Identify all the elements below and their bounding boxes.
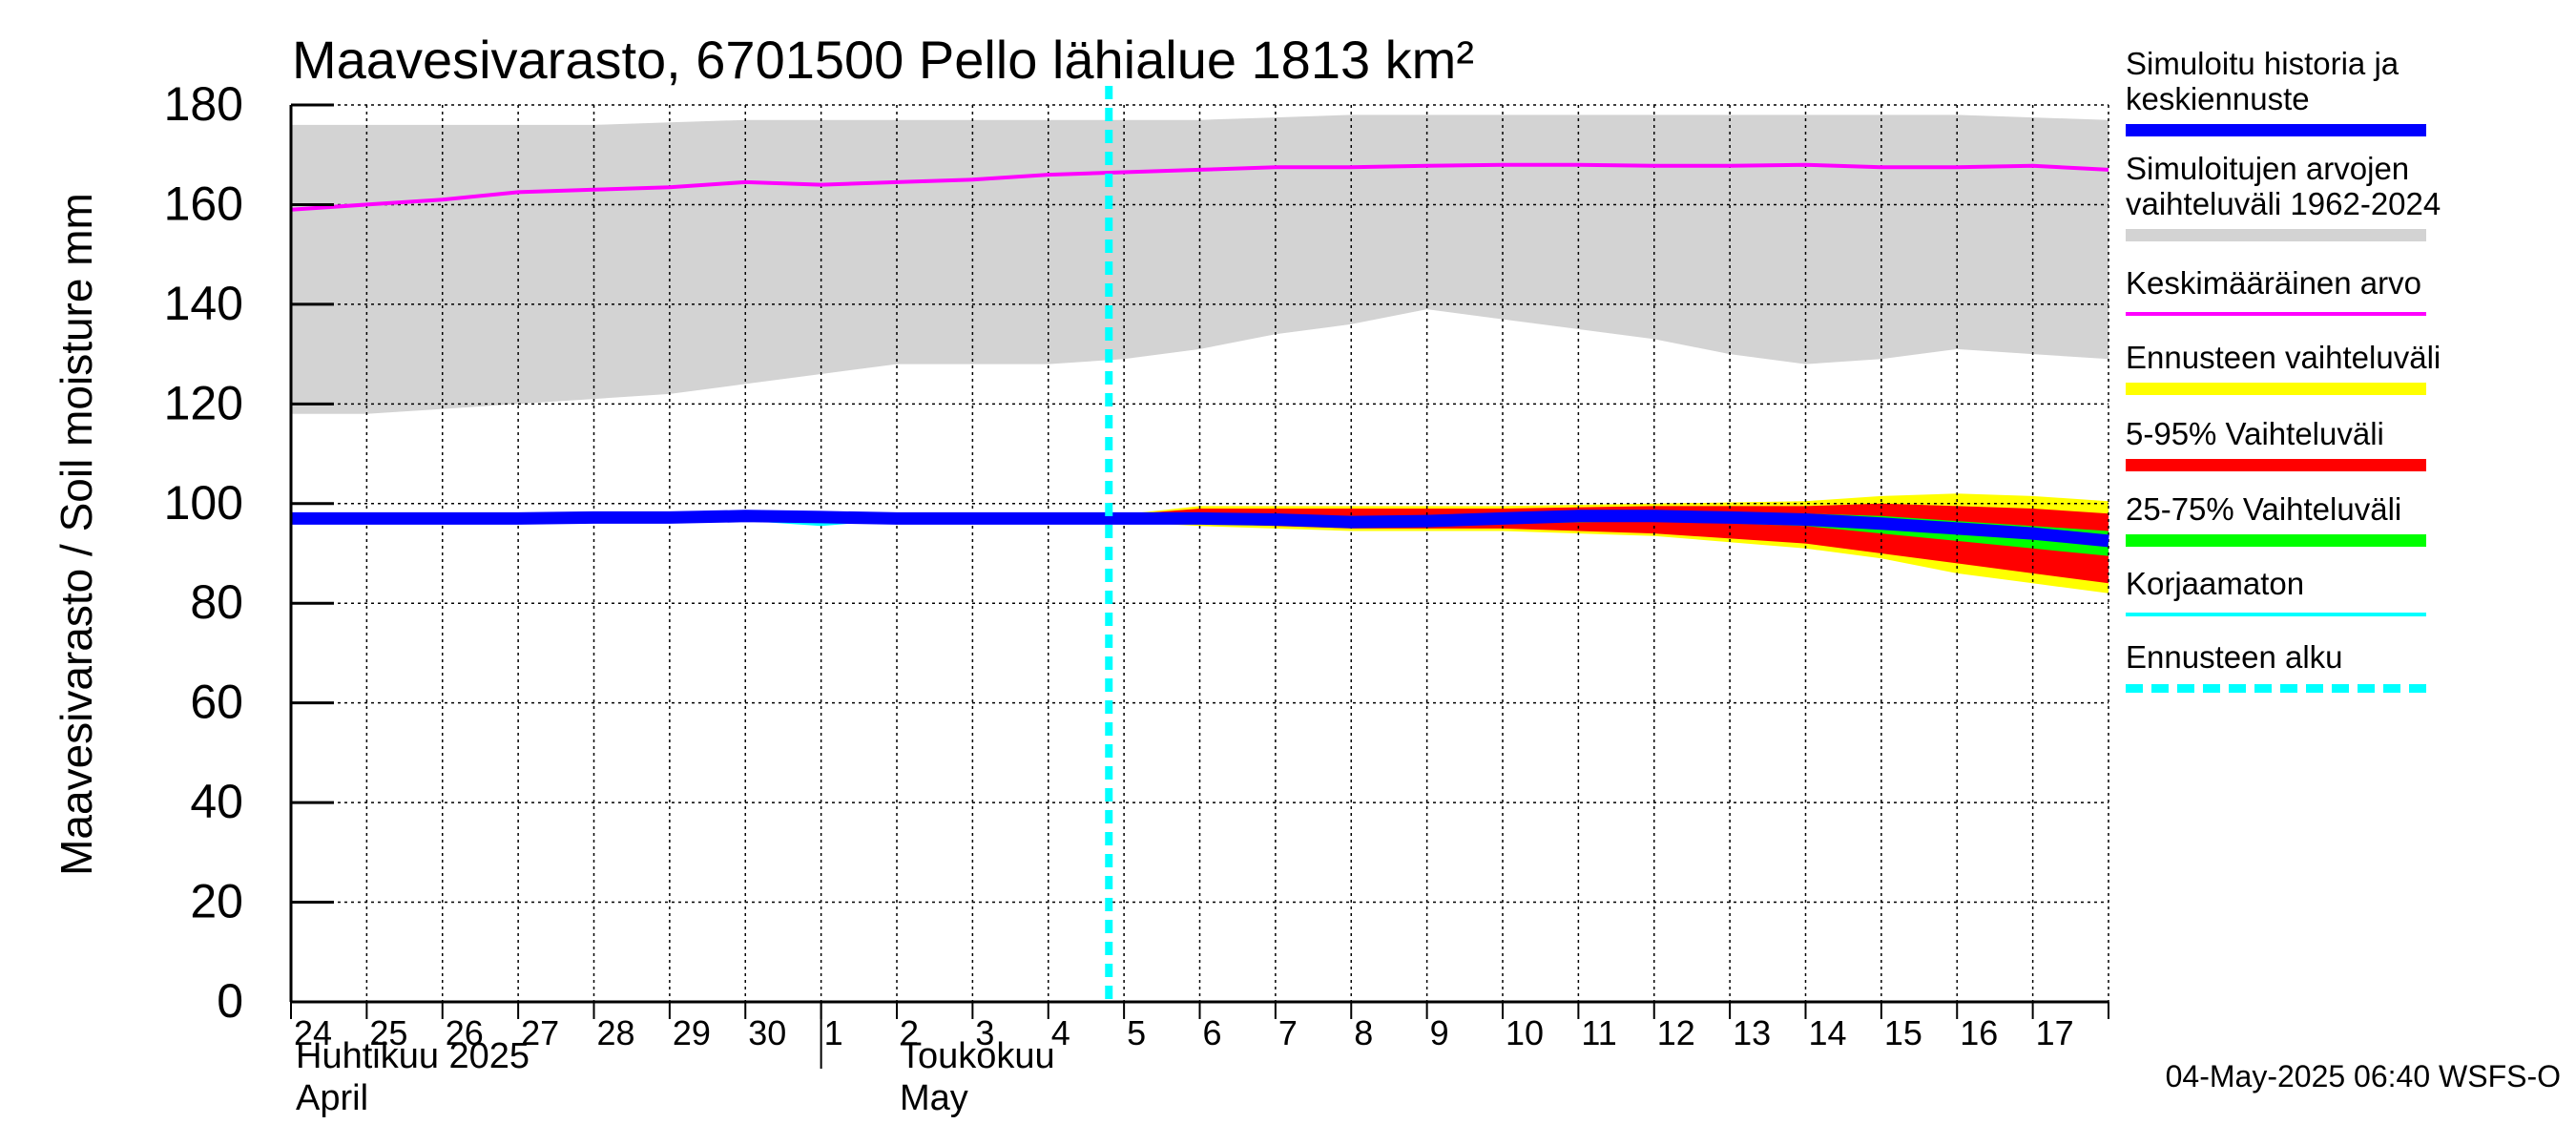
x-tick-label: 4 [1051, 1013, 1070, 1052]
y-tick-label: 100 [164, 476, 243, 530]
simulated-line [291, 510, 2109, 548]
legend-item: Ennusteen alku [2126, 639, 2426, 693]
y-tick-label: 160 [164, 177, 243, 230]
x-tick-label: 25 [369, 1013, 407, 1052]
legend-item: Keskimääräinen arvo [2126, 265, 2426, 316]
legend-item: Korjaamaton [2126, 566, 2426, 616]
month-label-april-en: April [296, 1078, 369, 1118]
month-label-may-fi: Toukokuu [900, 1036, 1055, 1076]
legend-item: Ennusteen vaihteluväli [2126, 340, 2441, 395]
y-tick-label: 180 [164, 77, 243, 131]
legend-label: Simuloitu historia ja keskiennuste [2126, 46, 2399, 116]
x-tick-label: 12 [1657, 1013, 1695, 1052]
y-tick-label: 60 [190, 676, 243, 729]
x-tick-label: 10 [1506, 1013, 1544, 1052]
y-tick-label: 80 [190, 575, 243, 629]
y-tick-label: 0 [217, 974, 243, 1028]
month-label-may-en: May [900, 1078, 968, 1118]
x-tick-label: 3 [975, 1013, 994, 1052]
x-tick-label: 24 [294, 1013, 332, 1052]
month-label-april-fi: Huhtikuu 2025 [296, 1036, 530, 1076]
x-tick-label: 28 [597, 1013, 635, 1052]
x-tick-label: 6 [1203, 1013, 1222, 1052]
legend-swatch [2126, 124, 2426, 136]
x-tick-label: 5 [1127, 1013, 1146, 1052]
legend-swatch [2126, 459, 2426, 471]
x-tick-label: 15 [1884, 1013, 1922, 1052]
x-tick-label: 13 [1733, 1013, 1771, 1052]
x-tick-label: 14 [1809, 1013, 1847, 1052]
legend-label: Ennusteen vaihteluväli [2126, 340, 2441, 375]
legend-swatch [2126, 229, 2426, 241]
legend-item: 5-95% Vaihteluväli [2126, 416, 2426, 471]
y-axis-label: Maavesivarasto / Soil moisture mm [52, 193, 101, 876]
x-tick-label: 2 [900, 1013, 919, 1052]
x-tick-label: 11 [1581, 1013, 1616, 1052]
y-tick-label: 140 [164, 277, 243, 330]
legend-swatch [2126, 383, 2426, 395]
legend-label: 25-75% Vaihteluväli [2126, 491, 2402, 527]
chart-title: Maavesivarasto, 6701500 Pello lähialue 1… [292, 30, 1474, 90]
x-tick-label: 9 [1430, 1013, 1449, 1052]
y-tick-label: 120 [164, 376, 243, 429]
legend-item: Simuloitu historia ja keskiennuste [2126, 46, 2426, 136]
legend-swatch [2126, 312, 2426, 316]
legend-item: Simuloitujen arvojen vaihteluväli 1962-2… [2126, 151, 2441, 241]
x-tick-label: 7 [1278, 1013, 1298, 1052]
month-label-april: Huhtikuu 2025 April [296, 1035, 530, 1119]
x-tick-label: 29 [673, 1013, 711, 1052]
x-tick-label: 8 [1354, 1013, 1373, 1052]
y-tick-label: 20 [190, 875, 243, 928]
x-tick-label: 27 [521, 1013, 559, 1052]
legend-swatch [2126, 613, 2426, 616]
legend-swatch [2126, 534, 2426, 547]
x-tick-label: 26 [446, 1013, 484, 1052]
legend-label: Keskimääräinen arvo [2126, 265, 2421, 301]
y-tick-label: 40 [190, 775, 243, 828]
legend-label: 5-95% Vaihteluväli [2126, 416, 2384, 451]
timestamp: 04-May-2025 06:40 WSFS-O [2165, 1059, 2561, 1093]
month-label-may: Toukokuu May [900, 1035, 1055, 1119]
x-tick-label: 1 [824, 1013, 843, 1052]
x-tick-label: 17 [2036, 1013, 2074, 1052]
grid [291, 104, 2109, 1002]
x-tick-label: 30 [748, 1013, 786, 1052]
legend-label: Simuloitujen arvojen vaihteluväli 1962-2… [2126, 151, 2441, 221]
x-tick-label: 16 [1960, 1013, 1998, 1052]
legend-swatch [2126, 684, 2426, 693]
legend-label: Ennusteen alku [2126, 639, 2343, 675]
legend-item: 25-75% Vaihteluväli [2126, 491, 2426, 547]
legend-label: Korjaamaton [2126, 566, 2305, 601]
mean-line [290, 162, 2109, 212]
